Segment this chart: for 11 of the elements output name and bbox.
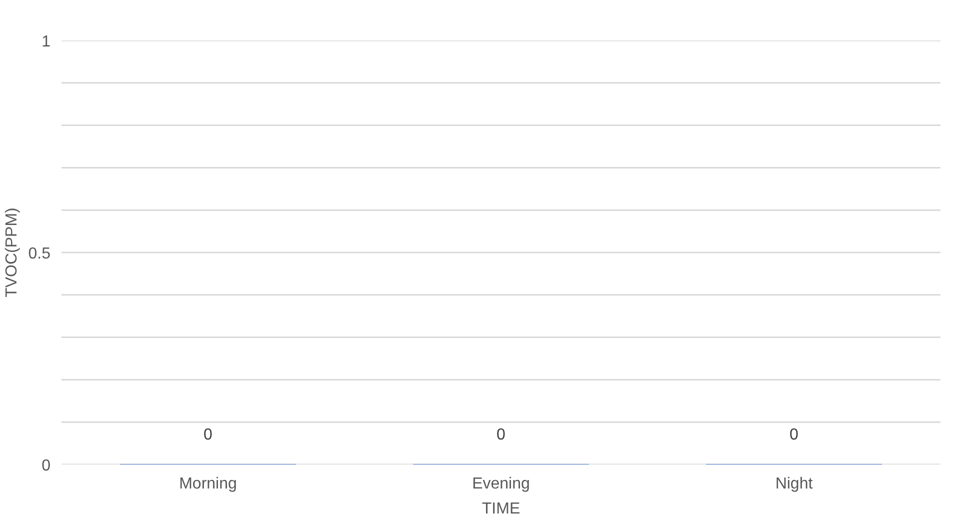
data-label: 0 xyxy=(204,426,213,444)
y-axis-title: TVOC(PPM) xyxy=(3,208,20,298)
y-tick-label: 0.5 xyxy=(28,246,51,262)
data-label: 0 xyxy=(790,426,799,444)
x-tick-label: Morning xyxy=(179,476,237,492)
y-tick-label: 0 xyxy=(42,458,51,474)
x-axis-title: TIME xyxy=(482,500,520,518)
x-tick-label: Night xyxy=(775,476,814,492)
x-tick-label: Evening xyxy=(472,476,530,492)
data-label: 0 xyxy=(496,426,506,444)
y-tick-label: 1 xyxy=(42,34,51,50)
